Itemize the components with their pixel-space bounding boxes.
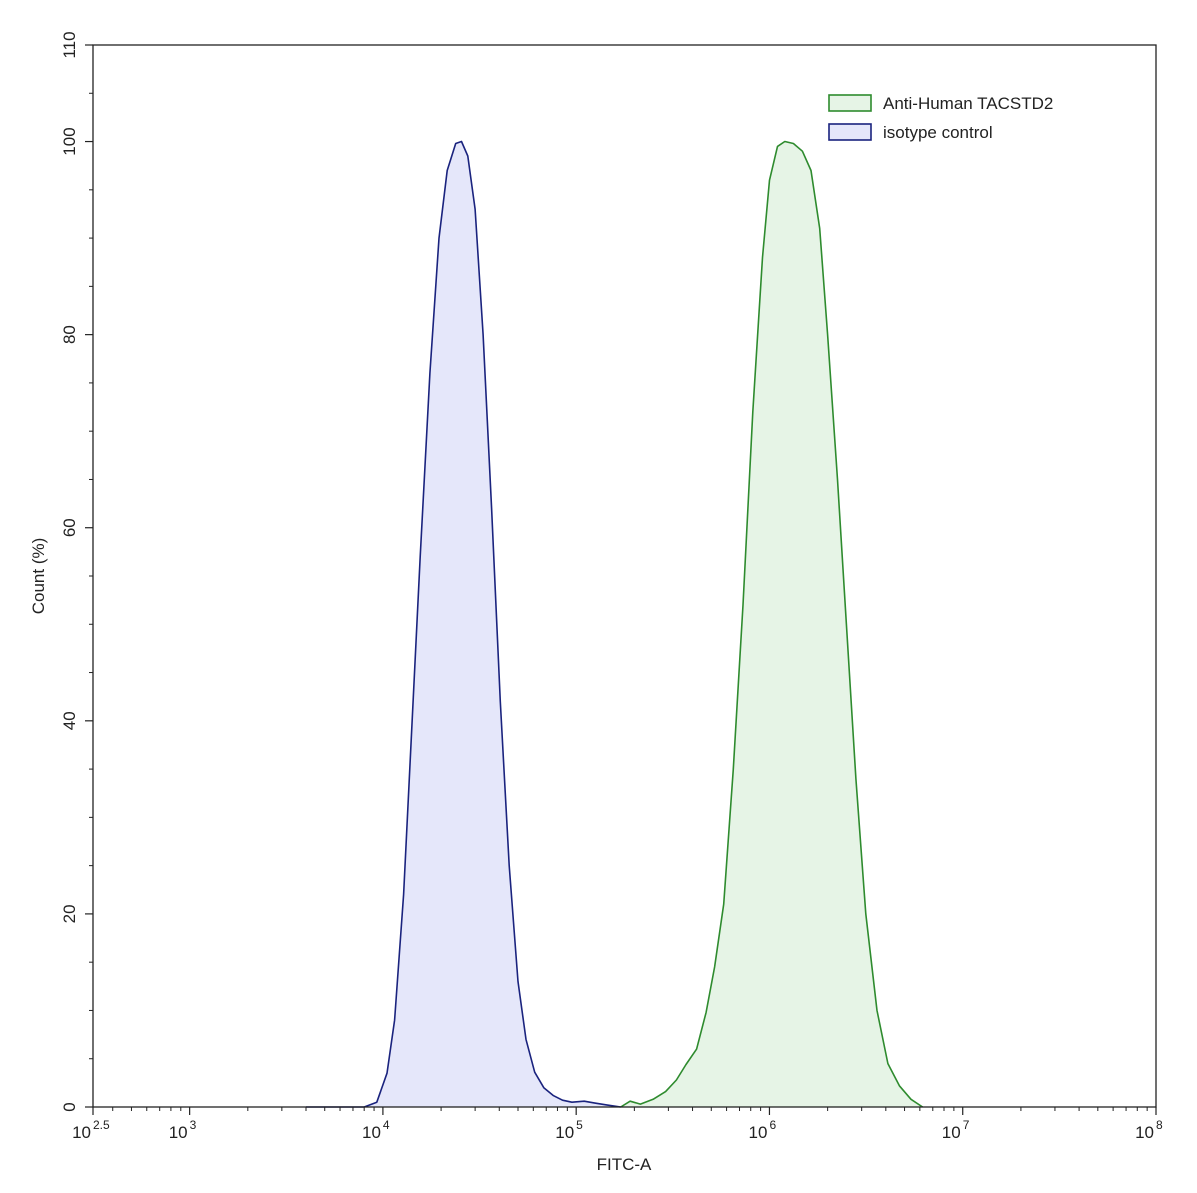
x-tick-base: 10: [749, 1123, 768, 1142]
x-tick-label: 10 5: [555, 1118, 583, 1142]
x-tick-base: 10: [555, 1123, 574, 1142]
x-tick-exponent: 2.5: [93, 1118, 110, 1132]
x-tick-label: 10 4: [362, 1118, 390, 1142]
series-line-anti-human-tacstd2: [620, 140, 924, 1108]
legend-swatch-anti-human-tacstd2: [828, 94, 872, 112]
legend-swatch-isotype-control: [828, 123, 872, 141]
x-tick-label: 10 6: [749, 1118, 777, 1142]
series-fill-anti-human-tacstd2: [620, 141, 923, 1107]
series-layer: [306, 140, 924, 1108]
x-tick-base: 10: [1135, 1123, 1154, 1142]
x-tick-base: 10: [72, 1123, 91, 1142]
x-axis: 10 2.5 10 3 10 4 10 5 10 6 10 7 10 8: [72, 1107, 1163, 1142]
x-tick-exponent: 5: [576, 1118, 583, 1132]
series-line-isotype-control: [306, 140, 621, 1108]
x-tick-base: 10: [942, 1123, 961, 1142]
x-tick-label: 10 7: [942, 1118, 970, 1142]
y-tick-label: 60: [60, 518, 79, 537]
legend-label-isotype-control: isotype control: [883, 123, 993, 142]
x-tick-exponent: 6: [769, 1118, 776, 1132]
x-tick-base: 10: [362, 1123, 381, 1142]
y-tick-label: 20: [60, 904, 79, 923]
x-tick-label: 10 3: [169, 1118, 197, 1142]
x-tick-exponent: 3: [190, 1118, 197, 1132]
y-axis: 0 20 40 60 80 100 110: [60, 31, 93, 1112]
legend: Anti-Human TACSTD2 isotype control: [828, 94, 1053, 142]
y-tick-label: 110: [60, 31, 79, 58]
y-tick-label: 0: [60, 1102, 79, 1111]
y-tick-label: 100: [60, 127, 79, 155]
y-tick-label: 40: [60, 711, 79, 730]
x-tick-label: 10 2.5: [72, 1118, 110, 1142]
x-tick-exponent: 7: [963, 1118, 970, 1132]
legend-label-anti-human-tacstd2: Anti-Human TACSTD2: [883, 94, 1053, 113]
x-tick-exponent: 8: [1156, 1118, 1163, 1132]
x-tick-base: 10: [169, 1123, 188, 1142]
x-tick-exponent: 4: [383, 1118, 390, 1132]
y-axis-label: Count (%): [29, 538, 48, 615]
y-tick-label: 80: [60, 325, 79, 344]
series-fill-isotype-control: [306, 141, 621, 1107]
x-axis-label: FITC-A: [597, 1155, 652, 1174]
x-tick-label: 10 8: [1135, 1118, 1163, 1142]
